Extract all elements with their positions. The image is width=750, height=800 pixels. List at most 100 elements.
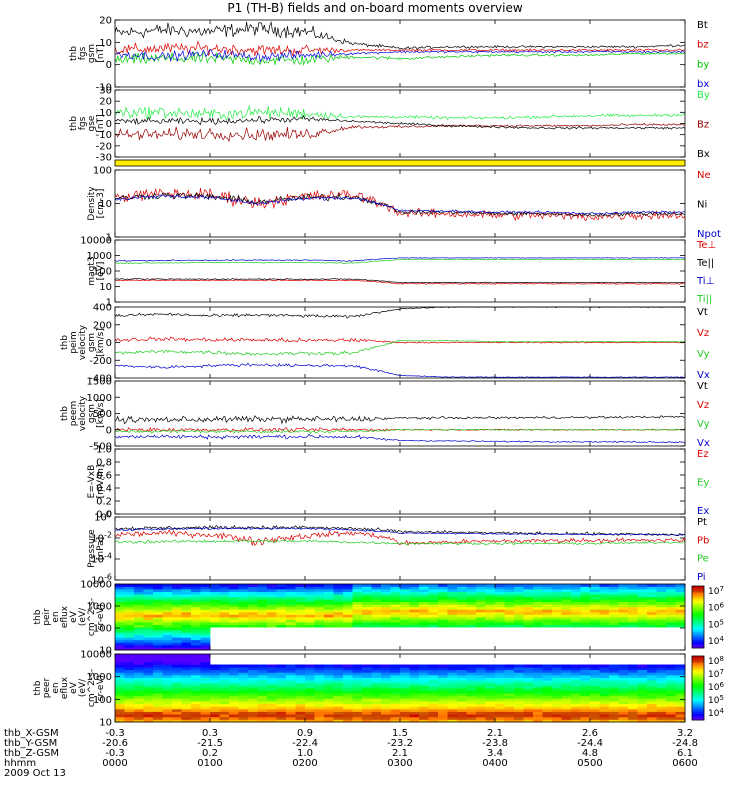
heatmap-cell [286, 711, 296, 715]
heatmap-cell [666, 714, 676, 718]
heatmap-cell [276, 601, 287, 605]
heatmap-cell [485, 609, 496, 613]
heatmap-cell [295, 614, 306, 618]
heatmap-cell [390, 591, 401, 595]
heatmap-cell [124, 586, 135, 590]
heatmap-cell [333, 711, 344, 715]
heatmap-cell [343, 596, 353, 600]
heatmap-cell [666, 680, 676, 684]
heatmap-cell [219, 606, 230, 610]
heatmap-cell [229, 693, 239, 697]
heatmap-cell [352, 701, 363, 705]
heatmap-cell [153, 629, 163, 633]
heatmap-cell [457, 698, 467, 702]
heatmap-cell [115, 688, 125, 691]
heatmap-cell [628, 611, 638, 615]
heatmap-cell [609, 606, 619, 610]
heatmap-cell [124, 656, 135, 660]
heatmap-cell [504, 669, 515, 673]
heatmap-cell [656, 714, 667, 718]
heatmap-cell [628, 672, 638, 676]
heatmap-cell [229, 690, 239, 694]
colorbar-tick-label: 105 [708, 618, 724, 630]
heatmap-cell [466, 677, 477, 681]
heatmap-cell [533, 617, 543, 620]
heatmap-cell [476, 706, 486, 710]
heatmap-cell [647, 624, 657, 628]
heatmap-cell [143, 611, 154, 615]
heatmap-cell [666, 617, 676, 620]
legend-ey: Ey [697, 478, 709, 489]
heatmap-cell [115, 584, 125, 587]
colorbar-step [692, 612, 704, 616]
heatmap-cell [599, 614, 610, 618]
heatmap-cell [371, 606, 382, 610]
heatmap-cell [352, 606, 363, 610]
heatmap-cell [457, 706, 467, 710]
heatmap-cell [181, 617, 192, 620]
heatmap-cell [276, 669, 287, 673]
heatmap-cell [552, 693, 562, 697]
x-tick-value: 3.2 [677, 728, 693, 739]
heatmap-cell [599, 594, 610, 598]
heatmap-cell [466, 682, 477, 686]
heatmap-cell [191, 604, 201, 608]
heatmap-cell [666, 677, 676, 681]
heatmap-cell [675, 622, 686, 625]
heatmap-cell [447, 611, 458, 615]
heatmap-cell [210, 672, 220, 676]
heatmap-cell [162, 685, 173, 689]
heatmap-cell [210, 606, 220, 610]
heatmap-cell [419, 711, 429, 715]
heatmap-cell [371, 706, 382, 710]
heatmap-cell [229, 617, 239, 620]
heatmap-cell [666, 591, 676, 595]
heatmap-cell [371, 586, 382, 590]
heatmap-cell [352, 685, 363, 689]
heatmap-cell [191, 701, 201, 705]
heatmap-cell [248, 601, 258, 605]
heatmap-cell [400, 698, 410, 702]
heatmap-cell [571, 682, 581, 686]
heatmap-cell [580, 693, 591, 697]
heatmap-cell [305, 682, 315, 686]
heatmap-cell [580, 606, 591, 610]
colorbar-tick-label: 107 [708, 668, 724, 680]
heatmap-cell [267, 669, 277, 673]
y-tick-label: 200 [93, 320, 112, 331]
heatmap-cell [153, 627, 163, 631]
heatmap-cell [124, 677, 135, 681]
heatmap-cell [314, 594, 325, 598]
heatmap-cell [485, 682, 496, 686]
figure-title: P1 (TH-B) fields and on-board moments ov… [227, 1, 523, 15]
heatmap-cell [542, 677, 553, 681]
heatmap-cell [552, 601, 562, 605]
heatmap-cell [352, 609, 363, 613]
heatmap-cell [343, 688, 353, 691]
heatmap-cell [390, 682, 401, 686]
heatmap-cell [457, 690, 467, 694]
heatmap-cell [210, 622, 220, 625]
heatmap-cell [618, 601, 629, 605]
heatmap-cell [381, 604, 391, 608]
y-axis-label: eV [69, 681, 79, 694]
heatmap-cell [419, 693, 429, 697]
heatmap-cell [333, 606, 344, 610]
heatmap-cell [628, 674, 638, 678]
heatmap-cell [305, 586, 315, 590]
heatmap-cell [200, 586, 211, 590]
heatmap-cell [162, 584, 173, 587]
heatmap-cell [371, 672, 382, 676]
heatmap-cell [115, 596, 125, 600]
heatmap-cell [172, 656, 182, 660]
heatmap-cell [219, 685, 230, 689]
heatmap-cell [666, 619, 676, 623]
legend-vz: Vz [697, 328, 709, 339]
heatmap-cell [514, 589, 524, 592]
heatmap-cell [428, 606, 439, 610]
heatmap-cell [172, 639, 182, 643]
heatmap-cell [124, 584, 135, 587]
heatmap-cell [267, 677, 277, 681]
panel-frame [114, 516, 686, 581]
heatmap-cell [248, 706, 258, 710]
